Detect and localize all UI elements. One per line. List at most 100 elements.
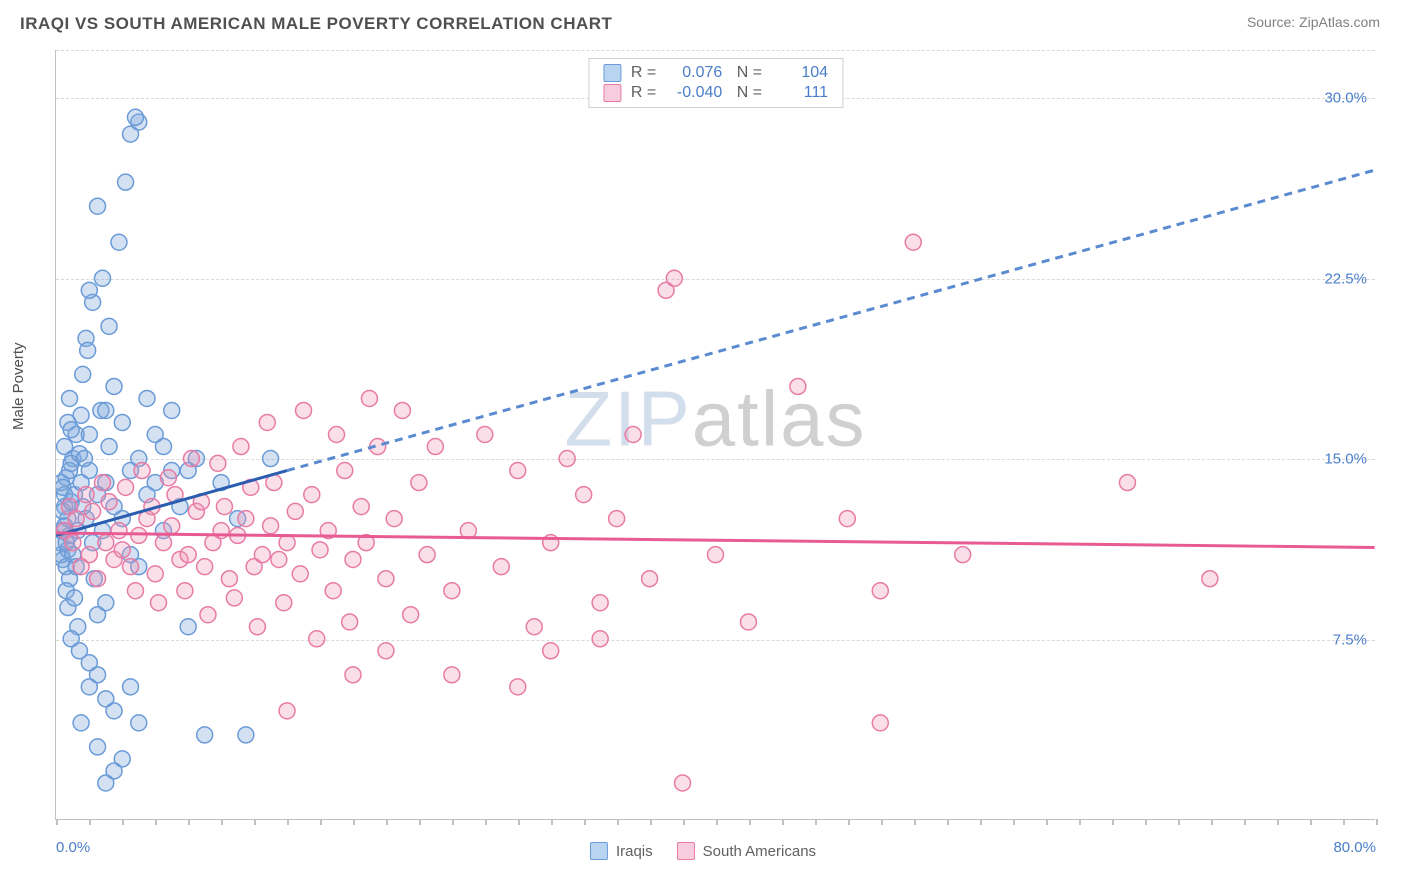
scatter-point bbox=[139, 390, 155, 406]
x-tick bbox=[815, 819, 817, 825]
scatter-point bbox=[101, 494, 117, 510]
scatter-point bbox=[249, 619, 265, 635]
scatter-point bbox=[666, 270, 682, 286]
scatter-point bbox=[114, 414, 130, 430]
scatter-point bbox=[216, 499, 232, 515]
scatter-point bbox=[276, 595, 292, 611]
scatter-point bbox=[477, 427, 493, 443]
scatter-point bbox=[625, 427, 641, 443]
legend-item-south-americans: South Americans bbox=[677, 842, 816, 860]
chart-plot-area: ZIPatlas R = 0.076 N = 104 R = -0.040 N … bbox=[55, 50, 1375, 820]
scatter-point bbox=[292, 566, 308, 582]
x-tick bbox=[980, 819, 982, 825]
scatter-point bbox=[675, 775, 691, 791]
scatter-point bbox=[839, 511, 855, 527]
scatter-point bbox=[177, 583, 193, 599]
scatter-point bbox=[444, 583, 460, 599]
scatter-point bbox=[160, 470, 176, 486]
scatter-point bbox=[81, 547, 97, 563]
scatter-point bbox=[65, 535, 81, 551]
scatter-point bbox=[95, 270, 111, 286]
x-tick bbox=[650, 819, 652, 825]
scatter-point bbox=[131, 715, 147, 731]
scatter-point bbox=[526, 619, 542, 635]
x-axis-min-label: 0.0% bbox=[56, 839, 90, 856]
scatter-point bbox=[263, 518, 279, 534]
x-tick bbox=[221, 819, 223, 825]
x-tick bbox=[782, 819, 784, 825]
scatter-point bbox=[1119, 475, 1135, 491]
scatter-point bbox=[151, 595, 167, 611]
scatter-point bbox=[329, 427, 345, 443]
scatter-point bbox=[955, 547, 971, 563]
scatter-point bbox=[411, 475, 427, 491]
scatter-svg bbox=[56, 50, 1375, 819]
scatter-point bbox=[62, 390, 78, 406]
scatter-point bbox=[81, 679, 97, 695]
scatter-point bbox=[57, 439, 73, 455]
scatter-point bbox=[609, 511, 625, 527]
x-tick bbox=[716, 819, 718, 825]
x-tick bbox=[188, 819, 190, 825]
scatter-point bbox=[271, 551, 287, 567]
x-tick bbox=[155, 819, 157, 825]
scatter-point bbox=[180, 619, 196, 635]
correlation-legend: R = 0.076 N = 104 R = -0.040 N = 111 bbox=[588, 58, 843, 108]
scatter-point bbox=[592, 631, 608, 647]
x-tick bbox=[881, 819, 883, 825]
scatter-point bbox=[279, 703, 295, 719]
scatter-point bbox=[81, 282, 97, 298]
scatter-point bbox=[386, 511, 402, 527]
x-tick bbox=[1145, 819, 1147, 825]
x-tick bbox=[848, 819, 850, 825]
scatter-point bbox=[118, 479, 134, 495]
scatter-point bbox=[353, 499, 369, 515]
scatter-point bbox=[200, 607, 216, 623]
scatter-point bbox=[345, 667, 361, 683]
x-tick bbox=[320, 819, 322, 825]
scatter-point bbox=[576, 487, 592, 503]
scatter-point bbox=[127, 583, 143, 599]
scatter-point bbox=[155, 535, 171, 551]
x-tick bbox=[1211, 819, 1213, 825]
x-tick bbox=[947, 819, 949, 825]
scatter-point bbox=[493, 559, 509, 575]
scatter-point bbox=[85, 503, 101, 519]
scatter-point bbox=[378, 571, 394, 587]
x-tick bbox=[56, 819, 58, 825]
scatter-point bbox=[312, 542, 328, 558]
scatter-point bbox=[238, 511, 254, 527]
y-axis-label: Male Poverty bbox=[10, 342, 27, 430]
x-tick bbox=[551, 819, 553, 825]
scatter-point bbox=[345, 551, 361, 567]
x-tick bbox=[1277, 819, 1279, 825]
x-tick bbox=[1046, 819, 1048, 825]
scatter-point bbox=[254, 547, 270, 563]
x-axis-max-label: 80.0% bbox=[1333, 839, 1376, 856]
scatter-point bbox=[394, 402, 410, 418]
scatter-point bbox=[106, 703, 122, 719]
scatter-point bbox=[90, 739, 106, 755]
legend-swatch-iraqis bbox=[603, 64, 621, 82]
scatter-point bbox=[98, 402, 114, 418]
scatter-point bbox=[510, 463, 526, 479]
source-label: Source: ZipAtlas.com bbox=[1247, 14, 1380, 30]
scatter-point bbox=[361, 390, 377, 406]
x-tick bbox=[683, 819, 685, 825]
x-tick bbox=[1079, 819, 1081, 825]
scatter-point bbox=[106, 378, 122, 394]
scatter-point bbox=[114, 542, 130, 558]
x-tick bbox=[452, 819, 454, 825]
scatter-point bbox=[872, 715, 888, 731]
scatter-point bbox=[342, 614, 358, 630]
x-tick bbox=[353, 819, 355, 825]
legend-row-south-americans: R = -0.040 N = 111 bbox=[603, 83, 828, 103]
scatter-point bbox=[419, 547, 435, 563]
scatter-point bbox=[1202, 571, 1218, 587]
scatter-point bbox=[592, 595, 608, 611]
scatter-point bbox=[427, 439, 443, 455]
scatter-point bbox=[183, 451, 199, 467]
scatter-point bbox=[106, 763, 122, 779]
scatter-point bbox=[123, 679, 139, 695]
scatter-point bbox=[134, 463, 150, 479]
